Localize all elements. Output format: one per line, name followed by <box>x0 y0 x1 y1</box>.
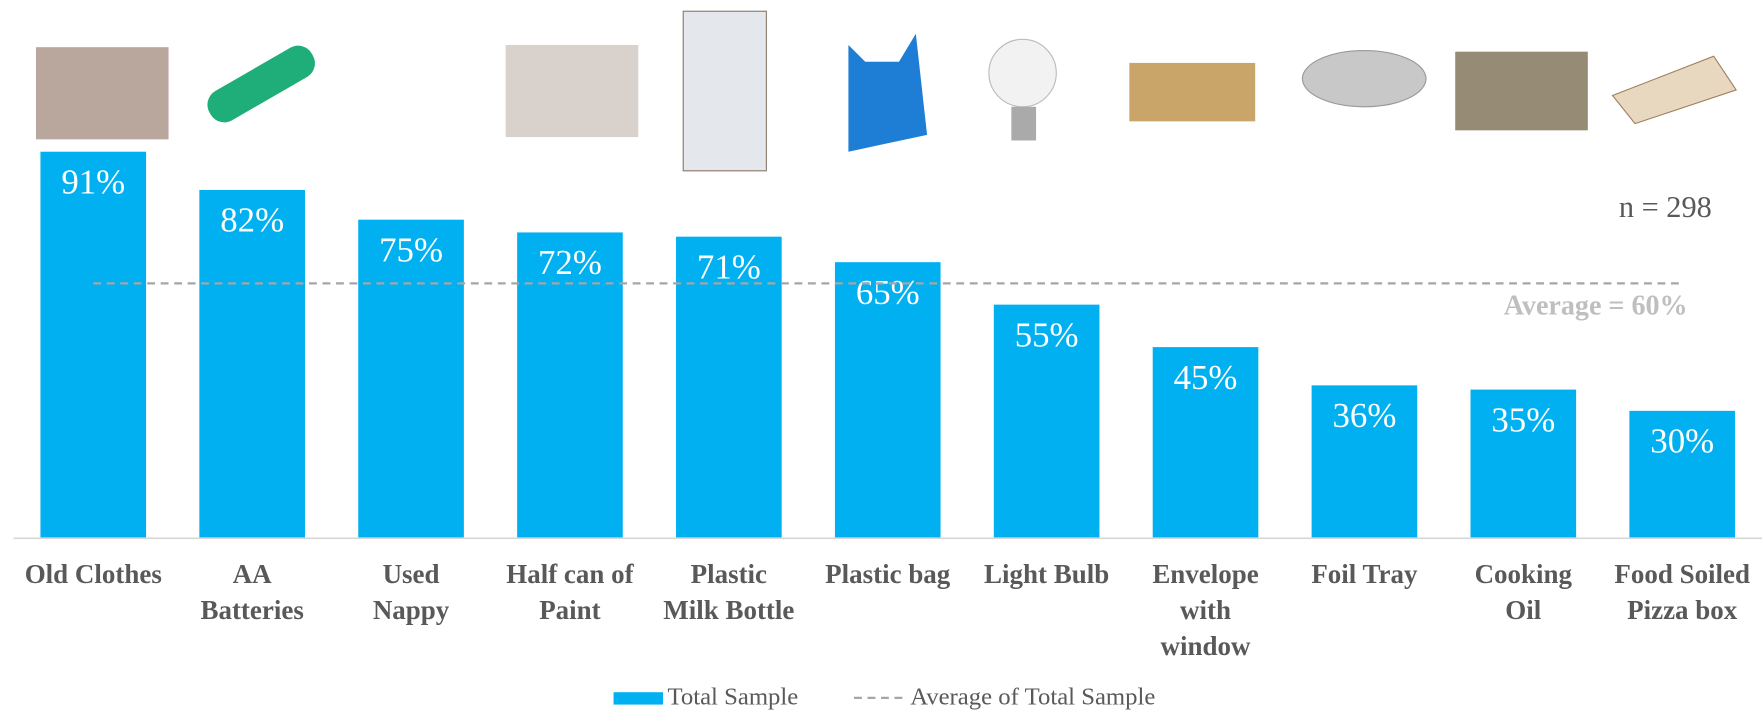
value-label: 35% <box>1491 400 1555 439</box>
value-label: 55% <box>1015 315 1079 354</box>
value-label: 75% <box>379 230 443 269</box>
x-tick-label: Old Clothes <box>24 560 162 590</box>
product-image <box>682 10 767 172</box>
value-label: 82% <box>220 201 284 240</box>
x-tick-label: Food Soiled Pizza box <box>1614 560 1751 626</box>
product-image <box>1129 62 1256 122</box>
x-tick-label: Half can of Paint <box>506 560 634 626</box>
x-tick-label: Foil Tray <box>1311 560 1418 590</box>
bar <box>676 236 782 539</box>
x-tick-label: Light Bulb <box>984 560 1110 590</box>
bar <box>834 262 941 539</box>
product-image <box>1611 55 1738 125</box>
value-label: 72% <box>538 243 602 282</box>
bar <box>1470 389 1577 539</box>
product-image <box>1011 106 1037 141</box>
bar <box>40 151 147 539</box>
annotation: n = 298 <box>1619 190 1712 224</box>
value-label: 65% <box>856 273 920 312</box>
bar <box>199 189 305 539</box>
bar <box>1311 385 1418 539</box>
x-tick-label: Cooking Oil <box>1474 560 1573 626</box>
average-label: Average = 60% <box>1504 290 1688 321</box>
bar <box>1629 410 1736 539</box>
x-tick-label: Plastic Milk Bottle <box>663 560 795 626</box>
legend-label: Average of Total Sample <box>910 684 1155 711</box>
product-image <box>505 44 639 138</box>
value-label: 36% <box>1332 396 1396 435</box>
bar <box>1152 347 1259 539</box>
product-image <box>1455 51 1588 131</box>
legend-label: Total Sample <box>667 684 798 711</box>
product-images <box>35 10 1738 172</box>
value-label: 71% <box>697 247 761 286</box>
value-label: 45% <box>1174 358 1238 397</box>
x-tick-label: Used Nappy <box>372 560 450 626</box>
product-image <box>207 45 315 123</box>
x-tick-label: Envelope with window <box>1152 560 1259 662</box>
product-image <box>848 33 928 152</box>
value-label: 91% <box>61 162 125 201</box>
legend-swatch <box>613 692 663 705</box>
x-tick-label: Plastic bag <box>825 560 951 590</box>
x-tick-label: AA Batteries <box>200 560 304 626</box>
bar <box>993 304 1100 539</box>
product-image <box>35 47 169 140</box>
bar <box>358 219 464 539</box>
product-image <box>988 38 1057 108</box>
value-label: 30% <box>1650 422 1714 461</box>
product-image <box>1301 50 1427 108</box>
